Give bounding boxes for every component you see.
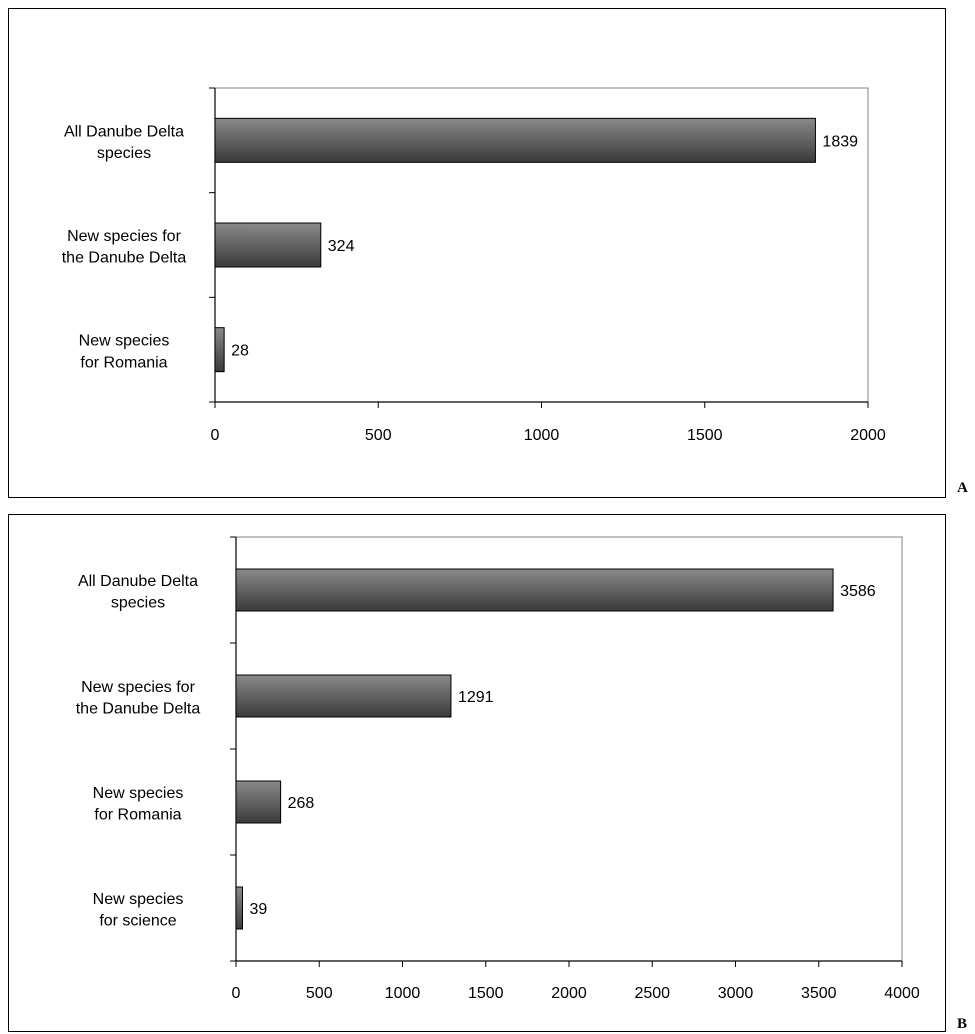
x-tick-label-1-8: 4000 bbox=[884, 985, 920, 1002]
x-tick-label-1-1: 500 bbox=[306, 985, 333, 1002]
category-label-line-1-2-0: New species bbox=[93, 785, 184, 802]
bar-1-2 bbox=[235, 780, 282, 824]
value-label-1-0: 3586 bbox=[840, 583, 876, 600]
bar-1-3 bbox=[235, 886, 243, 930]
plot-frame-1 bbox=[236, 536, 903, 961]
x-tick-label-0-3: 1500 bbox=[687, 427, 723, 444]
x-tick-label-1-2: 1000 bbox=[385, 985, 421, 1002]
x-tick-label-0-0: 0 bbox=[211, 427, 220, 444]
category-label-line-1-0-1: species bbox=[111, 595, 165, 612]
x-tick-label-0-2: 1000 bbox=[524, 427, 560, 444]
category-label-line-0-2-0: New species bbox=[79, 333, 170, 350]
category-label-1-2: New species for Romania bbox=[93, 785, 184, 824]
value-label-0-1: 324 bbox=[328, 238, 355, 255]
plot-frame-0 bbox=[215, 87, 869, 402]
category-label-line-0-0-1: species bbox=[97, 145, 151, 162]
x-tick-label-0-1: 500 bbox=[365, 427, 392, 444]
category-label-1-1: New species for the Danube Delta bbox=[76, 679, 201, 718]
bar-1-1 bbox=[235, 674, 452, 718]
value-label-0-0: 1839 bbox=[822, 133, 858, 150]
category-label-line-1-1-0: New species for bbox=[81, 679, 195, 696]
category-label-line-0-2-1: for Romania bbox=[80, 354, 167, 371]
bar-0-2 bbox=[214, 327, 225, 373]
x-tick-label-1-7: 3500 bbox=[801, 985, 837, 1002]
category-label-line-1-1-1: the Danube Delta bbox=[76, 701, 201, 718]
value-label-1-2: 268 bbox=[288, 795, 315, 812]
x-tick-label-1-3: 1500 bbox=[468, 985, 504, 1002]
bar-0-1 bbox=[214, 222, 322, 268]
category-label-1-0: All Danube Delta species bbox=[78, 573, 198, 612]
category-label-line-1-3-0: New species bbox=[93, 891, 184, 908]
category-label-0-2: New species for Romania bbox=[79, 333, 170, 372]
value-label-1-1: 1291 bbox=[458, 689, 494, 706]
value-label-1-3: 39 bbox=[249, 901, 267, 918]
category-label-line-1-2-1: for Romania bbox=[94, 807, 181, 824]
x-tick-label-1-6: 3000 bbox=[718, 985, 754, 1002]
category-label-line-0-1-0: New species for bbox=[67, 228, 181, 245]
chart-panel-a bbox=[8, 8, 946, 498]
x-tick-label-0-4: 2000 bbox=[850, 427, 886, 444]
category-label-0-0: All Danube Delta species bbox=[64, 123, 184, 162]
x-tick-label-1-5: 2500 bbox=[634, 985, 670, 1002]
category-label-line-0-0-0: All Danube Delta bbox=[64, 123, 184, 140]
category-label-line-1-0-0: All Danube Delta bbox=[78, 573, 198, 590]
category-label-line-0-1-1: the Danube Delta bbox=[62, 250, 187, 267]
bar-1-0 bbox=[235, 568, 834, 612]
category-label-1-3: New species for science bbox=[93, 891, 184, 930]
bar-0-0 bbox=[214, 117, 816, 163]
category-label-line-1-3-1: for science bbox=[99, 913, 176, 930]
panel-label-b: B bbox=[957, 1016, 968, 1032]
x-tick-label-1-0: 0 bbox=[232, 985, 241, 1002]
x-tick-label-1-4: 2000 bbox=[551, 985, 587, 1002]
value-label-0-2: 28 bbox=[231, 343, 249, 360]
panel-label-a: A bbox=[957, 480, 968, 496]
category-label-0-1: New species for the Danube Delta bbox=[62, 228, 187, 267]
